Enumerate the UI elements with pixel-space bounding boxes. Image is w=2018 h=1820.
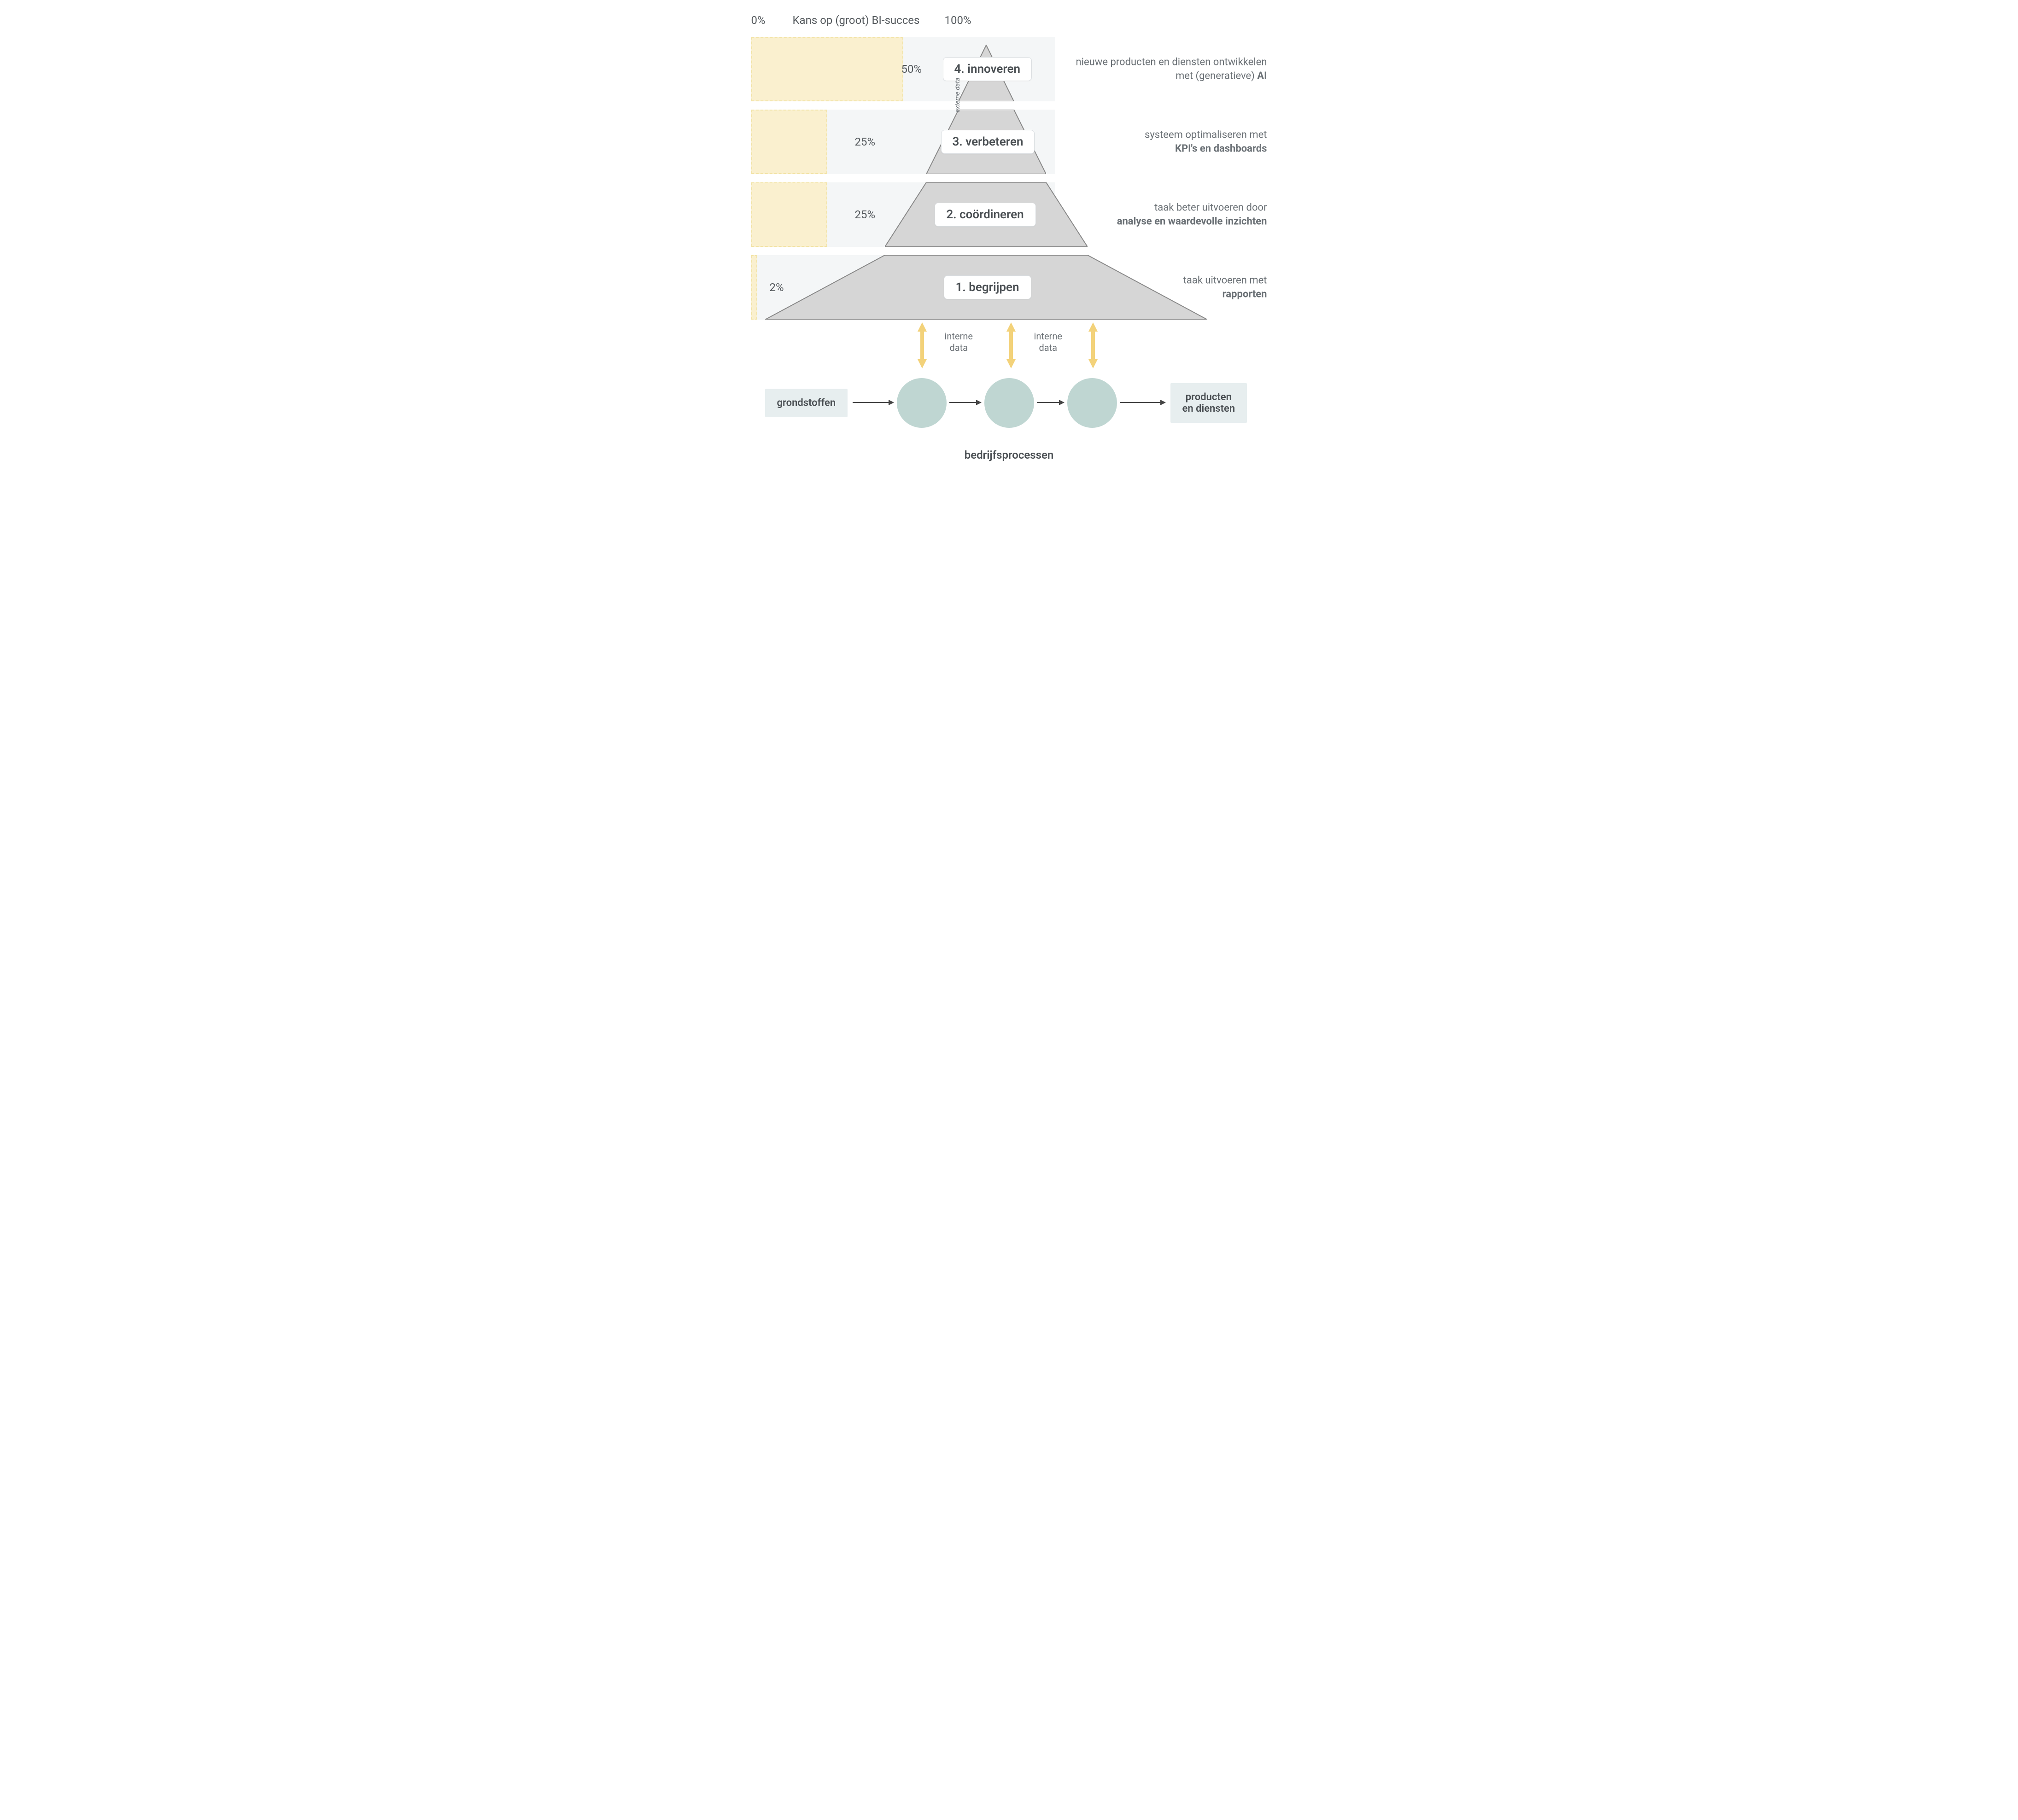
pct-label: 25% [855, 135, 876, 148]
process-node [1067, 378, 1117, 428]
header-zero: 0% [751, 14, 766, 27]
process-node [984, 378, 1034, 428]
interne-data-label: internedata [945, 331, 973, 354]
process-arrow-icon [1120, 402, 1166, 403]
interne-data-arrows: internedata internedata [751, 322, 1267, 373]
level-description: nieuwe producten en diensten ontwikkelen… [1076, 55, 1267, 82]
process-output-box: productenen diensten [1170, 383, 1247, 423]
header-title: Kans op (groot) BI-succes [793, 14, 920, 27]
externe-data-label: externe data [954, 78, 961, 112]
pct-label: 25% [855, 208, 876, 221]
progress-fill [751, 182, 827, 247]
pct-label: 2% [770, 281, 784, 294]
level-card: 3. verbeteren [941, 130, 1035, 154]
double-arrow-icon [1005, 322, 1018, 368]
double-arrow-icon [1087, 322, 1100, 368]
progress-fill [751, 37, 903, 101]
process-arrow-icon [1037, 402, 1065, 403]
double-arrow-icon [916, 322, 929, 368]
level-card: 1. begrijpen [944, 275, 1031, 299]
process-arrow-icon [853, 402, 894, 403]
process-input-box: grondstoffen [765, 389, 848, 417]
progress-fill [751, 255, 757, 320]
level-l1: 2% 1. begrijpen taak uitvoeren metrapporte… [751, 255, 1267, 320]
process-node [897, 378, 947, 428]
level-description: systeem optimaliseren metKPI's en dashbo… [1076, 128, 1267, 155]
page: 0% Kans op (groot) BI-succes 100% 50%4. … [733, 0, 1286, 480]
process-caption: bedrijfsprocessen [751, 449, 1267, 461]
interne-data-label: internedata [1034, 331, 1062, 354]
process-arrow-icon [949, 402, 982, 403]
header-row: 0% Kans op (groot) BI-succes 100% [751, 14, 1267, 32]
level-l3: 25% 3. verbeteren systeem optimaliseren me… [751, 110, 1267, 174]
level-l4: 50%4. innoverennieuwe producten en diens… [751, 37, 1267, 101]
level-card: 2. coördineren [935, 203, 1036, 227]
progress-fill [751, 110, 827, 174]
level-description: taak beter uitvoeren dooranalyse en waar… [1076, 201, 1267, 228]
pct-label: 50% [901, 63, 922, 76]
level-description: taak uitvoeren metrapporten [1076, 274, 1267, 301]
level-l2: 25% 2. coördineren taak beter uitvoeren do… [751, 182, 1267, 247]
pyramid-levels: 50%4. innoverennieuwe producten en diens… [751, 37, 1267, 320]
header-hundred: 100% [945, 14, 971, 27]
process-flow: grondstoffen productenen diensten [751, 373, 1267, 433]
